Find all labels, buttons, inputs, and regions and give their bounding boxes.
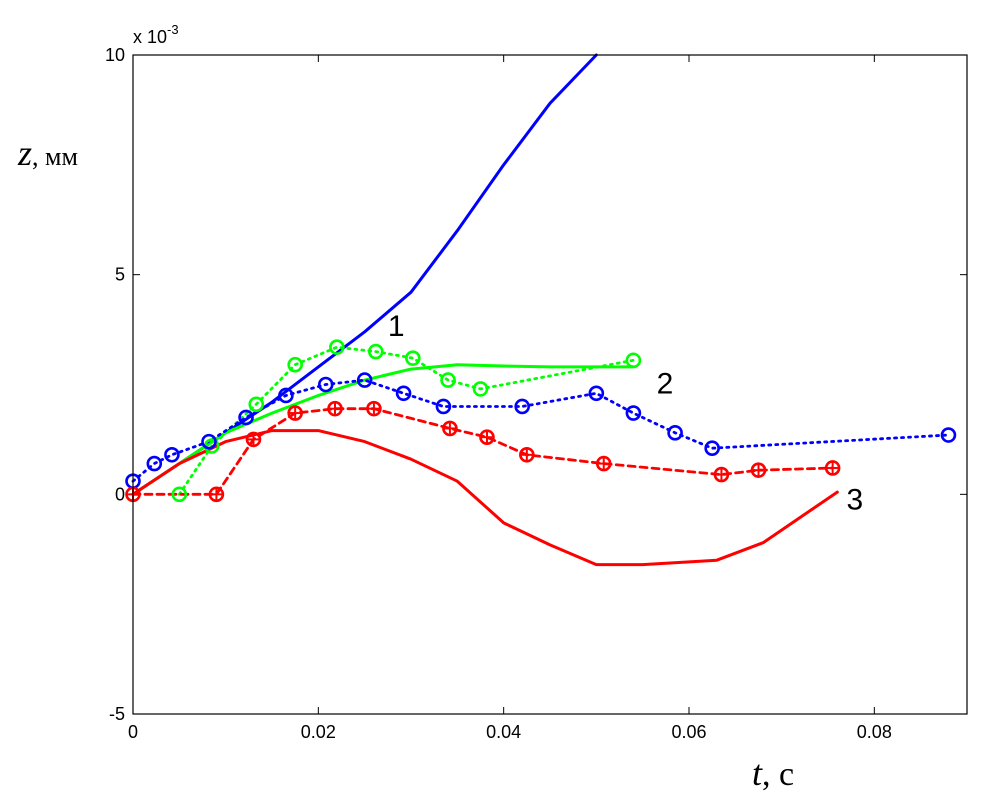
marker-red-dashed	[595, 455, 612, 472]
exponent-base: x 10	[133, 27, 167, 47]
marker-blue-dotted	[625, 405, 642, 421]
y-axis-unit: , мм	[32, 142, 78, 171]
marker-blue-dotted	[278, 387, 294, 404]
marker-green-dotted	[405, 350, 421, 366]
marker-blue-dotted	[588, 385, 605, 402]
marker-red-dashed	[208, 486, 225, 503]
x-tick-label: 0.02	[301, 722, 336, 742]
series-blue-dotted	[131, 378, 950, 483]
marker-blue-dotted	[238, 409, 254, 426]
exponent-label: x 10-3	[133, 22, 179, 47]
marker-blue-dotted	[356, 372, 373, 388]
marker-red-dashed	[750, 462, 767, 478]
marker-red-dashed	[824, 460, 841, 476]
marker-red-dashed	[519, 446, 535, 463]
marker-red-dashed	[366, 400, 382, 417]
x-tick-label: 0	[128, 722, 138, 742]
marker-green-dotted	[248, 396, 265, 413]
marker-green-dotted	[367, 343, 384, 360]
marker-green-dotted	[171, 486, 188, 503]
x-axis-label: t, с	[752, 753, 794, 793]
marker-blue-dotted	[704, 440, 720, 457]
x-tick-label: 0.08	[857, 722, 892, 742]
y-tick-label: 0	[115, 484, 125, 504]
marker-green-dotted	[625, 352, 642, 369]
marker-blue-dotted	[395, 385, 412, 402]
series-green-solid	[131, 363, 635, 496]
marker-red-dashed	[479, 429, 495, 446]
marker-red-dashed	[713, 466, 730, 483]
x-axis-unit: , с	[762, 756, 794, 793]
y-tick-label: 10	[105, 45, 125, 65]
marker-green-dotted	[287, 356, 303, 373]
y-axis-label: z, мм	[17, 133, 78, 173]
series-red-solid	[131, 429, 839, 567]
marker-red-dashed	[327, 400, 343, 417]
curve-label-2: 2	[657, 367, 674, 400]
series-green-dotted	[177, 345, 635, 496]
marker-red-dashed	[287, 405, 303, 421]
marker-blue-dotted	[940, 427, 957, 443]
marker-blue-dotted	[201, 433, 217, 450]
exponent-power: -3	[167, 22, 179, 37]
marker-blue-dotted	[146, 455, 163, 472]
marker-green-dotted	[440, 372, 456, 388]
marker-blue-dotted	[514, 398, 531, 415]
marker-red-dashed	[442, 420, 458, 437]
marker-red-dashed	[245, 431, 262, 448]
y-axis-var: z	[17, 133, 32, 173]
marker-blue-dotted	[667, 425, 683, 441]
marker-blue-dotted	[435, 398, 452, 415]
marker-blue-dotted	[317, 376, 334, 393]
curve-label-3: 3	[847, 484, 864, 517]
plot-area	[133, 55, 967, 714]
x-tick-label: 0.04	[486, 722, 521, 742]
marker-green-dotted	[329, 339, 345, 355]
plot-frame	[132, 54, 968, 715]
marker-blue-dotted	[164, 446, 180, 463]
x-tick-label: 0.06	[671, 722, 706, 742]
y-tick-label: -5	[109, 704, 125, 724]
curve-label-1: 1	[388, 310, 405, 343]
x-axis-var: t	[752, 753, 763, 793]
marker-green-dotted	[472, 381, 489, 397]
y-tick-label: 5	[115, 265, 125, 285]
